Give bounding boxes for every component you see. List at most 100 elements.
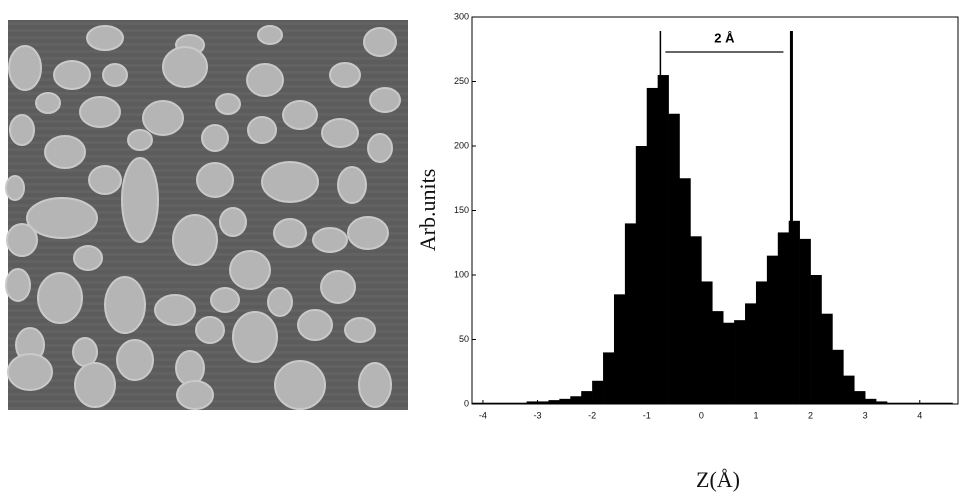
y-tick-label: 250 — [454, 76, 469, 86]
island — [116, 339, 154, 381]
histogram-bar — [897, 402, 910, 404]
island — [102, 63, 128, 87]
histogram-bar — [755, 281, 768, 404]
island — [154, 294, 196, 326]
island — [215, 93, 241, 115]
histogram-bar — [592, 380, 604, 404]
scan-line — [8, 372, 408, 375]
y-tick-label: 150 — [454, 205, 469, 215]
scan-line — [8, 36, 408, 39]
island — [219, 207, 247, 237]
y-tick-label: 50 — [459, 334, 469, 344]
island — [344, 317, 376, 343]
y-axis-label: Arb.units — [415, 169, 440, 252]
island — [369, 87, 401, 113]
x-tick-label: 2 — [808, 410, 813, 420]
y-tick-label: 300 — [454, 11, 469, 21]
scan-line — [8, 85, 408, 88]
scan-line — [8, 43, 408, 46]
island — [261, 161, 319, 203]
island — [73, 245, 103, 271]
histogram-bar — [799, 238, 811, 404]
histogram-bar — [723, 322, 735, 404]
histogram-bar — [887, 402, 899, 404]
histogram-bar — [472, 402, 484, 404]
histogram-bar — [854, 391, 866, 404]
scan-line — [8, 309, 408, 312]
scan-line — [8, 351, 408, 354]
island — [72, 337, 98, 367]
island — [363, 27, 397, 57]
island — [53, 60, 91, 90]
y-tick-label: 0 — [464, 398, 469, 408]
scan-line — [8, 295, 408, 298]
histogram-bar — [876, 401, 888, 404]
histogram-bar — [788, 220, 800, 404]
scan-line — [8, 57, 408, 60]
histogram-bar — [646, 87, 658, 404]
histogram-bar — [482, 402, 495, 404]
island — [172, 214, 218, 266]
island — [162, 46, 208, 88]
scan-line — [8, 274, 408, 277]
x-axis-label: Z(Å) — [696, 467, 740, 492]
scan-line — [8, 106, 408, 109]
island — [320, 270, 356, 304]
island — [229, 250, 271, 290]
island — [274, 360, 326, 410]
scan-line — [8, 197, 408, 200]
island — [7, 353, 53, 391]
island — [6, 223, 38, 257]
x-tick-label: 0 — [699, 410, 704, 420]
island — [5, 175, 25, 201]
histogram-bar — [690, 236, 702, 404]
island — [127, 129, 153, 151]
histogram-bar — [570, 396, 582, 404]
histogram-bar — [635, 146, 648, 404]
scan-line — [8, 281, 408, 284]
histogram-bar — [603, 352, 615, 404]
histogram-bar — [559, 398, 571, 404]
scan-line — [8, 113, 408, 116]
scan-line — [8, 22, 408, 25]
histogram-bar — [777, 232, 790, 404]
scan-line — [8, 155, 408, 158]
island — [347, 216, 389, 250]
island — [312, 227, 348, 253]
scan-line — [8, 50, 408, 53]
island — [201, 124, 229, 152]
island — [9, 114, 35, 146]
scan-line — [8, 267, 408, 270]
histogram-bar — [679, 178, 691, 404]
x-tick-label: -2 — [588, 410, 596, 420]
scan-line — [8, 358, 408, 361]
scan-line — [8, 365, 408, 368]
x-tick-label: 1 — [753, 410, 758, 420]
histogram-bar — [624, 223, 637, 404]
scan-line — [8, 344, 408, 347]
histogram-bar — [919, 402, 931, 404]
annotation: 2 Å — [714, 30, 735, 45]
histogram-bar — [908, 402, 921, 404]
island — [44, 135, 86, 169]
island — [367, 133, 393, 163]
island — [88, 165, 122, 195]
island — [257, 25, 283, 45]
island — [232, 311, 278, 363]
histogram-bar — [766, 255, 779, 404]
island — [86, 25, 124, 51]
scan-line — [8, 64, 408, 67]
y-tick-label: 200 — [454, 140, 469, 150]
island — [26, 197, 98, 239]
histogram-bar — [613, 294, 626, 404]
histogram-bar — [712, 311, 724, 404]
histogram-bar — [581, 391, 593, 404]
x-tick-label: 3 — [863, 410, 868, 420]
scan-line — [8, 288, 408, 291]
scan-line — [8, 379, 408, 382]
scan-line — [8, 29, 408, 32]
islands — [5, 25, 401, 410]
island — [321, 118, 359, 148]
scan-line — [8, 120, 408, 123]
